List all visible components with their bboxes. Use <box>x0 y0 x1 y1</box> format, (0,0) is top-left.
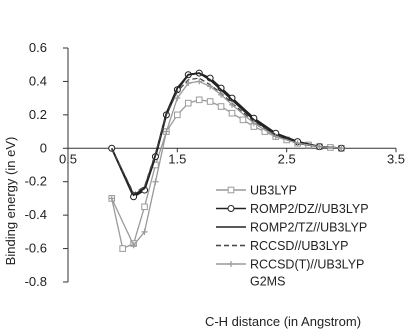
legend-item: RCCSD//UB3LYP <box>216 239 348 253</box>
data-point <box>272 133 279 140</box>
y-tick-label: 0 <box>40 140 47 155</box>
data-point <box>108 195 115 202</box>
x-tick-labels: 0.5 1.5 2.5 3.5 <box>59 151 405 166</box>
x-tick-label: 1.5 <box>168 151 186 166</box>
data-point <box>185 80 192 87</box>
data-point <box>228 109 236 117</box>
x-tick-label: 2.5 <box>278 151 296 166</box>
data-point <box>119 245 126 252</box>
data-point <box>227 186 235 194</box>
data-point <box>195 96 203 104</box>
series-layer <box>108 69 345 252</box>
data-point <box>316 143 323 150</box>
legend-label: ROMP2/DZ//UB3LYP <box>250 202 369 216</box>
series-line <box>111 77 342 195</box>
data-point <box>227 205 235 212</box>
data-point <box>206 98 214 105</box>
data-point <box>250 120 257 127</box>
legend-label: RCCSD(T)//UB3LYP <box>250 258 364 272</box>
y-tick-labels: 0.6 0.4 0.2 0 -0.2 -0.4 -0.6 -0.8 <box>25 40 47 289</box>
legend-item: UB3LYP <box>216 184 297 198</box>
data-point <box>184 99 192 107</box>
y-tick-label: -0.6 <box>25 241 47 256</box>
data-point <box>338 145 345 152</box>
data-point <box>141 228 148 235</box>
legend-label: ROMP2/TZ//UB3LYP <box>250 221 367 235</box>
y-tick-label: 0.6 <box>29 40 47 55</box>
series-4 <box>111 77 342 195</box>
data-point <box>239 116 247 124</box>
data-point <box>207 83 214 90</box>
data-point <box>218 91 225 98</box>
series-line <box>110 72 342 199</box>
data-point <box>229 101 235 108</box>
legend-item: RCCSD(T)//UB3LYP <box>216 258 364 272</box>
data-point <box>174 111 181 119</box>
data-point <box>228 261 234 267</box>
data-point <box>152 178 159 185</box>
data-point <box>163 128 170 135</box>
data-point <box>196 78 203 85</box>
y-tick-label: 0.2 <box>29 107 47 122</box>
y-tick-label: -0.4 <box>25 207 47 222</box>
legend-item: ROMP2/DZ//UB3LYP <box>216 202 369 216</box>
legend: UB3LYP ROMP2/DZ//UB3LYP ROMP2/TZ//UB3LYP RC… <box>216 184 369 289</box>
legend-item: ROMP2/TZ//UB3LYP <box>216 221 367 235</box>
series-line <box>111 80 342 247</box>
series-3 <box>110 72 342 197</box>
data-point <box>130 242 137 249</box>
x-tick-label: 3.5 <box>387 151 405 166</box>
legend-label: RCCSD//UB3LYP <box>250 239 348 253</box>
y-tick-label: 0.4 <box>29 73 47 88</box>
data-point <box>217 103 225 110</box>
data-point <box>141 203 148 211</box>
legend-extra-label: G2MS <box>250 275 285 289</box>
series-2 <box>108 69 345 201</box>
y-tick-label: -0.2 <box>25 174 47 189</box>
data-point <box>174 95 181 102</box>
series-line <box>110 72 342 197</box>
y-axis-label: Binding energy (in eV) <box>3 137 18 266</box>
data-point <box>294 140 301 147</box>
legend-label: UB3LYP <box>250 184 297 198</box>
series-5 <box>108 78 345 249</box>
y-tick-label: -0.8 <box>25 274 47 289</box>
x-axis-label: C-H distance (in Angstrom) <box>205 314 361 329</box>
